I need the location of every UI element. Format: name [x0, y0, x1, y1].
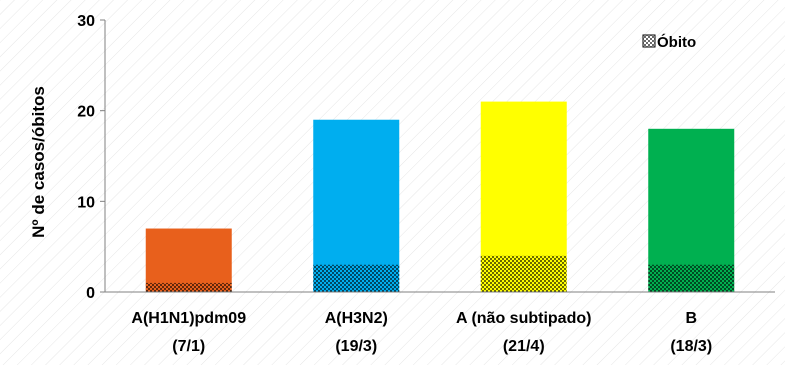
legend-swatch-death-pattern: [643, 35, 655, 47]
y-axis: 0 10 20 30: [77, 13, 106, 302]
x-category-sublabel: (21/4): [503, 338, 545, 355]
y-tick-label: 0: [86, 285, 95, 302]
bar-cases-0: [145, 228, 232, 292]
x-axis: A(H1N1)pdm09 (7/1) A(H3N2) (19/3) A (não sub…: [105, 291, 775, 355]
y-axis-title: Nº de casos/óbitos: [29, 86, 48, 238]
x-category-label: A(H1N1)pdm09: [131, 310, 246, 327]
x-category-label: A(H3N2): [325, 310, 388, 327]
bar-cases-1: [313, 119, 400, 292]
x-category-label: A (não subtipado): [456, 310, 591, 327]
legend: Óbito: [642, 33, 696, 51]
bar-deaths-2: [480, 255, 567, 292]
bar-deaths-1: [313, 264, 400, 292]
bar-deaths-0: [145, 282, 232, 292]
legend-label-death: Óbito: [657, 33, 696, 51]
y-tick-label: 30: [77, 13, 95, 30]
x-category-sublabel: (18/3): [670, 338, 712, 355]
bar-deaths-3: [648, 264, 735, 292]
x-category-label: B: [685, 310, 697, 327]
x-category-sublabel: (7/1): [172, 338, 205, 355]
bars: [145, 101, 735, 292]
y-tick-label: 10: [77, 194, 95, 211]
y-tick-label: 20: [77, 104, 95, 121]
x-category-sublabel: (19/3): [335, 338, 377, 355]
